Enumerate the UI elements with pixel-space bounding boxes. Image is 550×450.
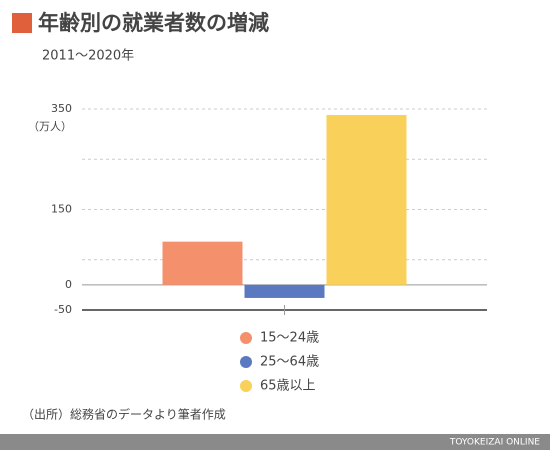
footer-bar — [0, 434, 550, 450]
source: （出所）総務省のデータより筆者作成 — [22, 407, 226, 422]
bar — [162, 241, 243, 285]
y-tick-label: 350 — [51, 102, 72, 115]
legend-label: 65歳以上 — [260, 379, 316, 394]
legend-marker — [240, 356, 252, 368]
title-icon — [12, 13, 32, 33]
bar — [326, 115, 407, 285]
y-tick-label: -50 — [54, 303, 72, 316]
chart-subtitle: 2011～2020年 — [42, 49, 134, 64]
legend-marker — [240, 332, 252, 344]
bar — [244, 284, 325, 298]
y-unit: （万人） — [28, 120, 72, 133]
chart-title: 年齢別の就業者数の増減 — [38, 11, 269, 35]
legend-label: 25～64歳 — [260, 355, 319, 370]
y-tick-label: 150 — [51, 203, 72, 216]
legend-label: 15～24歳 — [260, 331, 319, 346]
y-tick-label: 0 — [65, 278, 72, 291]
legend-marker — [240, 380, 252, 392]
footer: TOYOKEIZAI ONLINE — [449, 438, 540, 448]
